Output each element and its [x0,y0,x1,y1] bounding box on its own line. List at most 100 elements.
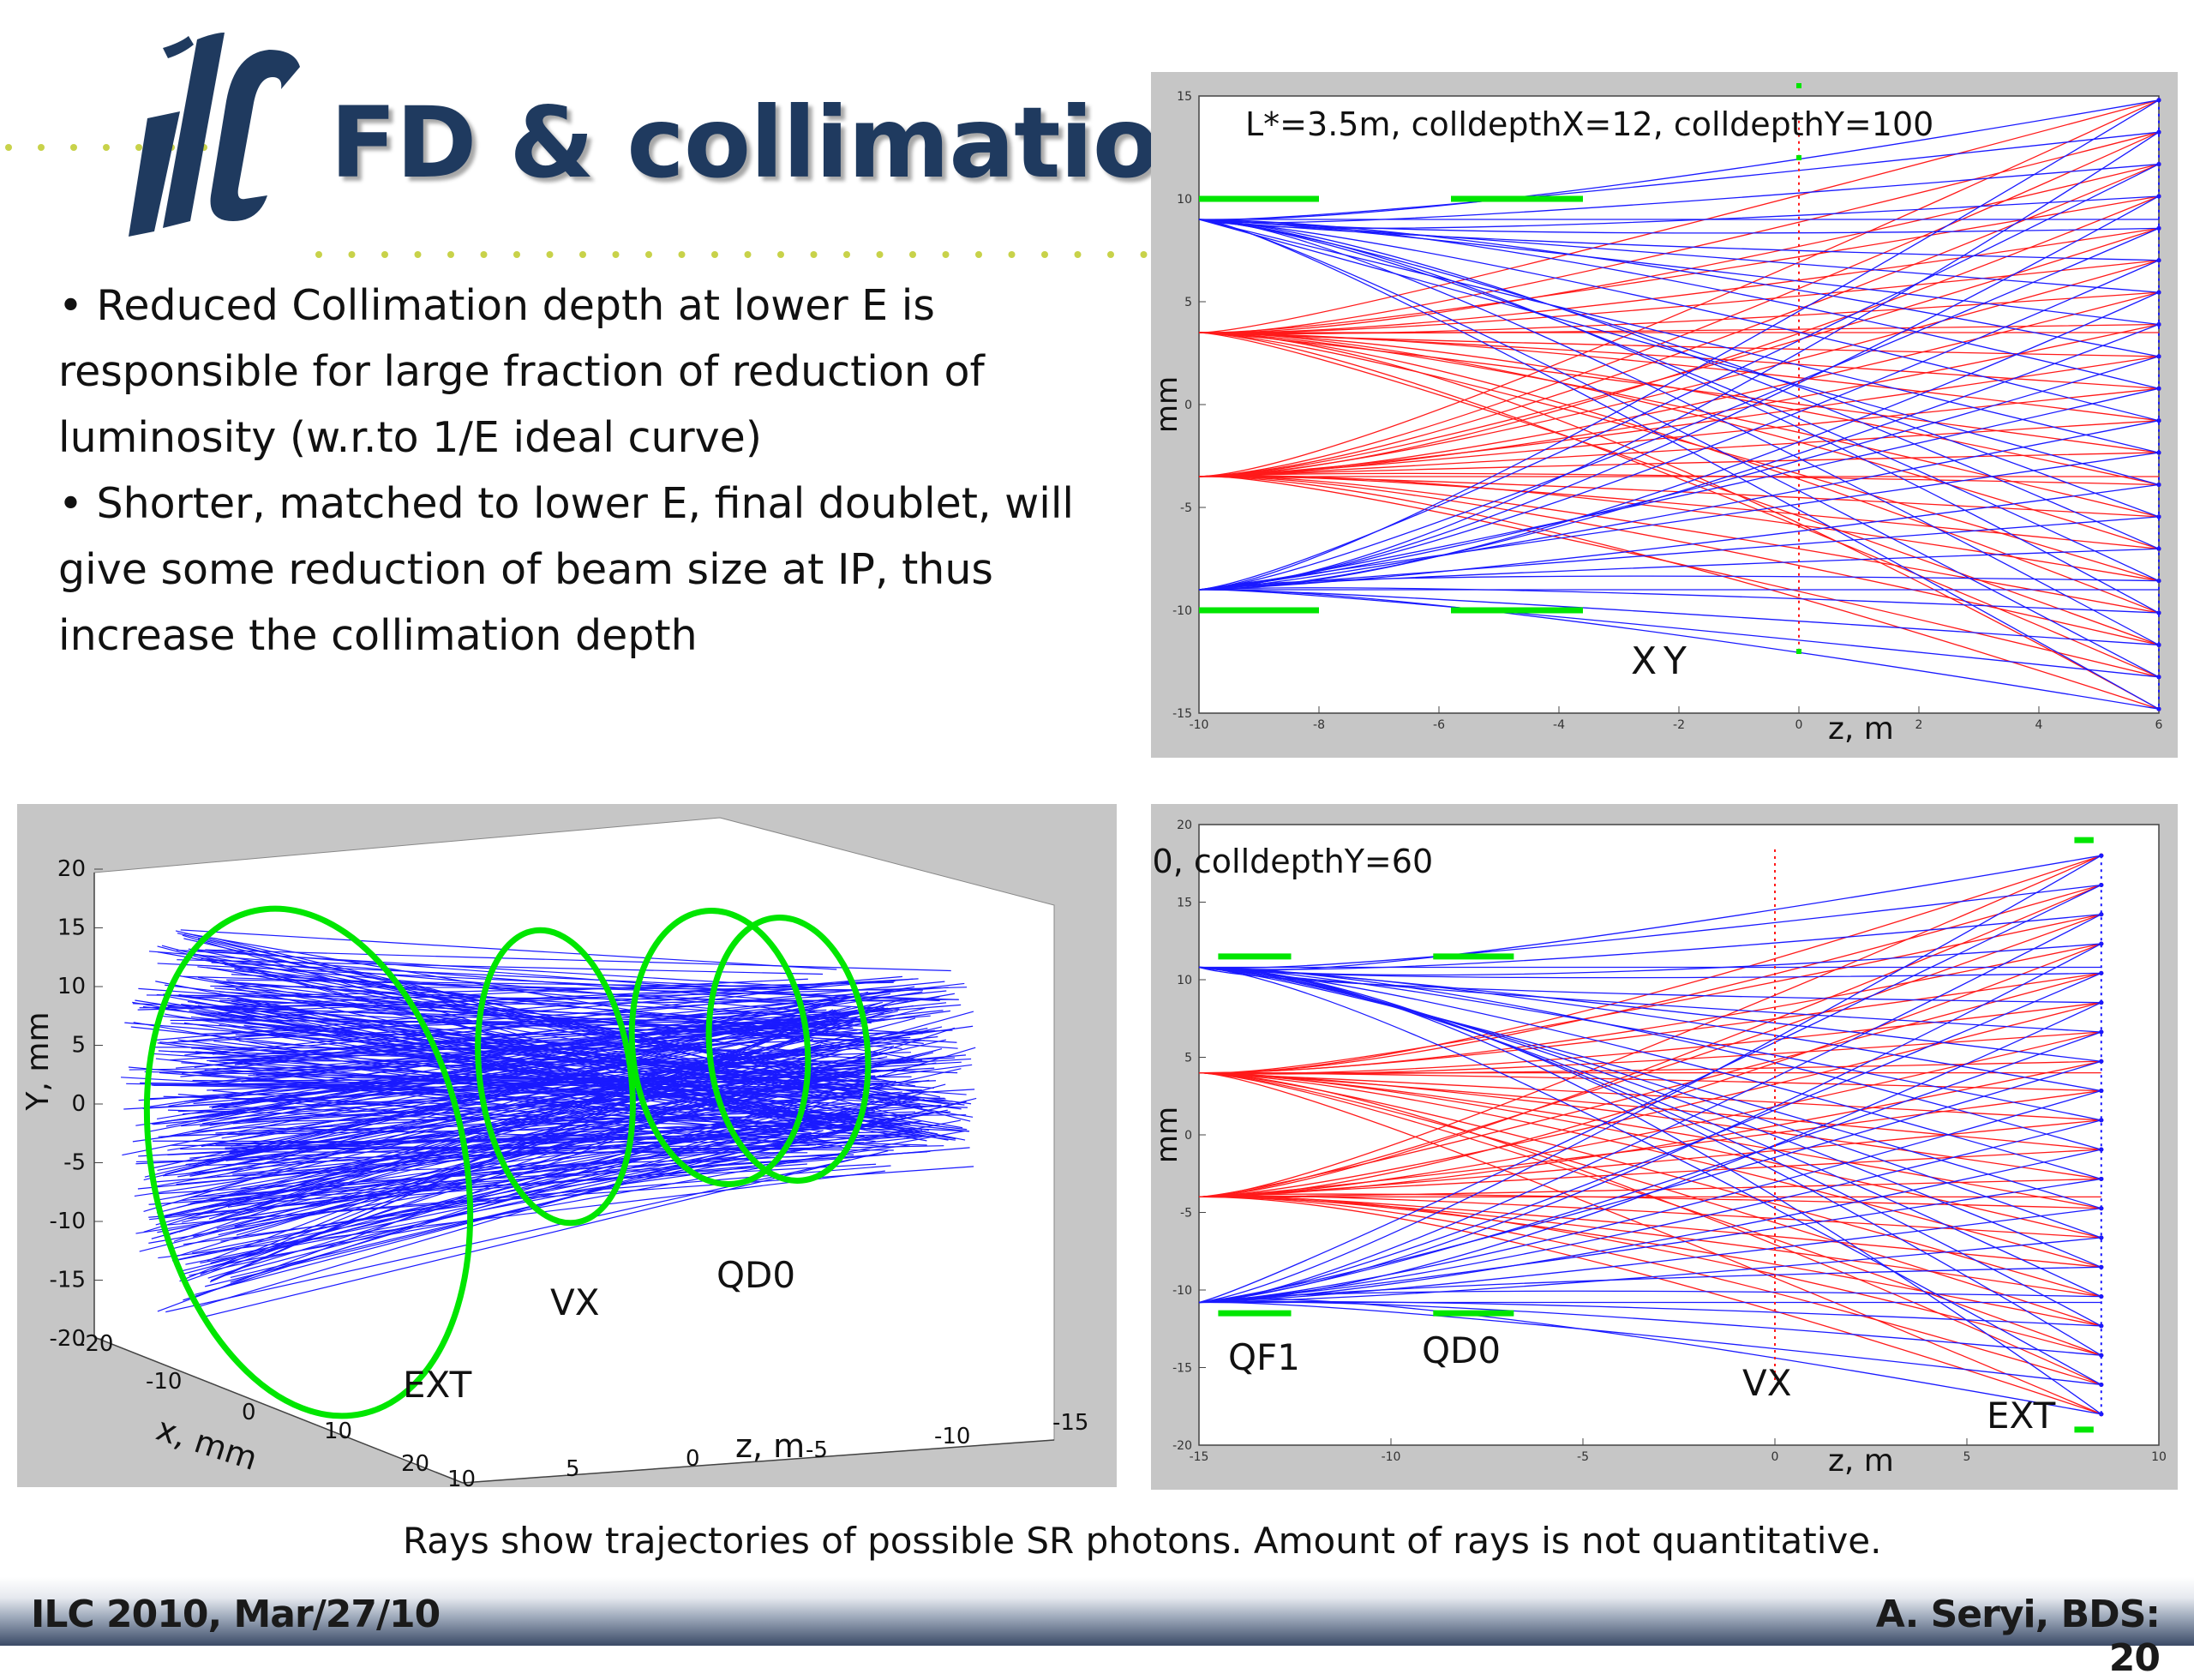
x-ray [1198,1002,2102,1304]
decorative-dot [579,251,586,258]
photon-ray [201,978,919,1021]
aperture-ring [475,927,636,1227]
decorative-dot [678,251,686,258]
decorative-dot [1074,251,1082,258]
x-ray [1198,219,2160,357]
element-label: QF1 [1228,1336,1300,1378]
decorative-dot [843,251,850,258]
x-ray [1198,966,2102,1386]
x-ray-end [2099,1235,2104,1240]
y-ray [1198,291,2160,477]
photon-ray [158,1170,885,1259]
y-ray [1198,332,2160,486]
photon-ray [230,1096,849,1283]
legend-y: Y [1663,639,1687,683]
x-tick-label: 0 [1795,718,1803,732]
photon-ray [178,993,963,1129]
decorative-dot [414,251,422,258]
photon-ray [227,1120,827,1208]
x-ray-end [2099,1000,2104,1005]
x-ray [1198,483,2160,591]
y-ray [1198,356,2160,477]
y-tick-label: 5 [71,1033,86,1059]
photon-ray [170,1144,894,1151]
ilc-logo [129,33,300,237]
x-tick-label: -8 [1313,718,1325,732]
bullet-item: • Shorter, matched to lower E, final dou… [58,479,1075,660]
photon-ray [157,1039,947,1218]
x-tick-label: 10 [2151,1450,2167,1464]
y-axis-label: mm [1151,1107,1184,1163]
photon-ray [138,1111,951,1157]
decorative-dot [942,251,950,258]
y-ray [1198,1071,2102,1356]
x-ray [1198,587,2160,614]
x-ray-end [2099,912,2104,917]
photon-ray [177,1112,933,1261]
bullet-item: • Reduced Collimation depth at lower E i… [58,281,985,462]
x-ray-end [2099,1412,2104,1417]
legend-x: X [1631,639,1657,683]
x-tick-label: -10 [1190,718,1209,732]
y-tick-label: -15 [50,1268,86,1293]
y-tick-label: 0 [1184,1129,1192,1143]
y-ray [1198,1196,2102,1415]
photon-ray [177,1026,943,1209]
photon-ray [138,987,958,1049]
vx-mark [1796,83,1801,88]
photon-ray [187,1000,950,1105]
x-ray [1198,966,2101,1150]
y-ray [1198,1060,2101,1198]
decorative-dot [744,251,752,258]
x-ray [1198,219,2160,326]
photon-ray [146,994,909,1002]
x-ray-end [2099,1029,2104,1035]
x-ray [1198,1208,2101,1304]
photon-ray [219,1166,974,1221]
x-ray [1198,1237,2101,1304]
photon-ray [156,1013,807,1120]
x-tick-label: -2 [1673,718,1685,732]
y-tick-label: 15 [57,915,86,941]
photon-ray-series [121,929,977,1318]
photon-ray [197,966,924,1044]
ring-label: QD0 [716,1254,795,1296]
y-ray [1198,195,2160,477]
y-tick-label: 20 [1177,819,1192,832]
x-ray-end [2156,642,2161,647]
photon-ray [215,1027,956,1268]
decorative-dot [810,251,818,258]
element-label: EXT [1987,1395,2056,1437]
photon-ray [231,1058,972,1103]
photon-ray [210,1009,836,1281]
photon-ray [205,949,951,972]
x-tick-label: 2 [1915,718,1923,732]
photon-ray [137,1114,891,1190]
y-ray [1198,1071,2101,1268]
x-ray [1198,589,2160,646]
y-tick-label: 0 [71,1091,86,1117]
x-ray [1198,420,2160,591]
element-label: VX [1742,1362,1792,1404]
photon-ray [148,1122,848,1244]
photon-ray [180,929,837,970]
photon-ray [194,981,854,1068]
x-axis-label: z, m [1828,1443,1894,1479]
element-label: QD0 [1422,1329,1501,1371]
x-ray [1198,163,2160,591]
decorative-dot [645,251,652,258]
aperture-ring [143,905,474,1419]
photon-ray [197,976,879,1091]
ring-label: VX [550,1281,600,1323]
decorative-dot [381,251,388,258]
y-ray [1198,476,2160,710]
y-ray [1198,227,2160,477]
footer-bar [0,1577,2194,1646]
x-ray [1198,884,2102,1304]
decorative-dot [348,251,356,258]
decorative-dot [876,251,884,258]
y-tick-label: 5 [1184,296,1192,309]
x-tick-label: 0 [242,1400,256,1425]
decorative-dot [38,144,45,151]
y-tick-label: -10 [50,1209,86,1234]
